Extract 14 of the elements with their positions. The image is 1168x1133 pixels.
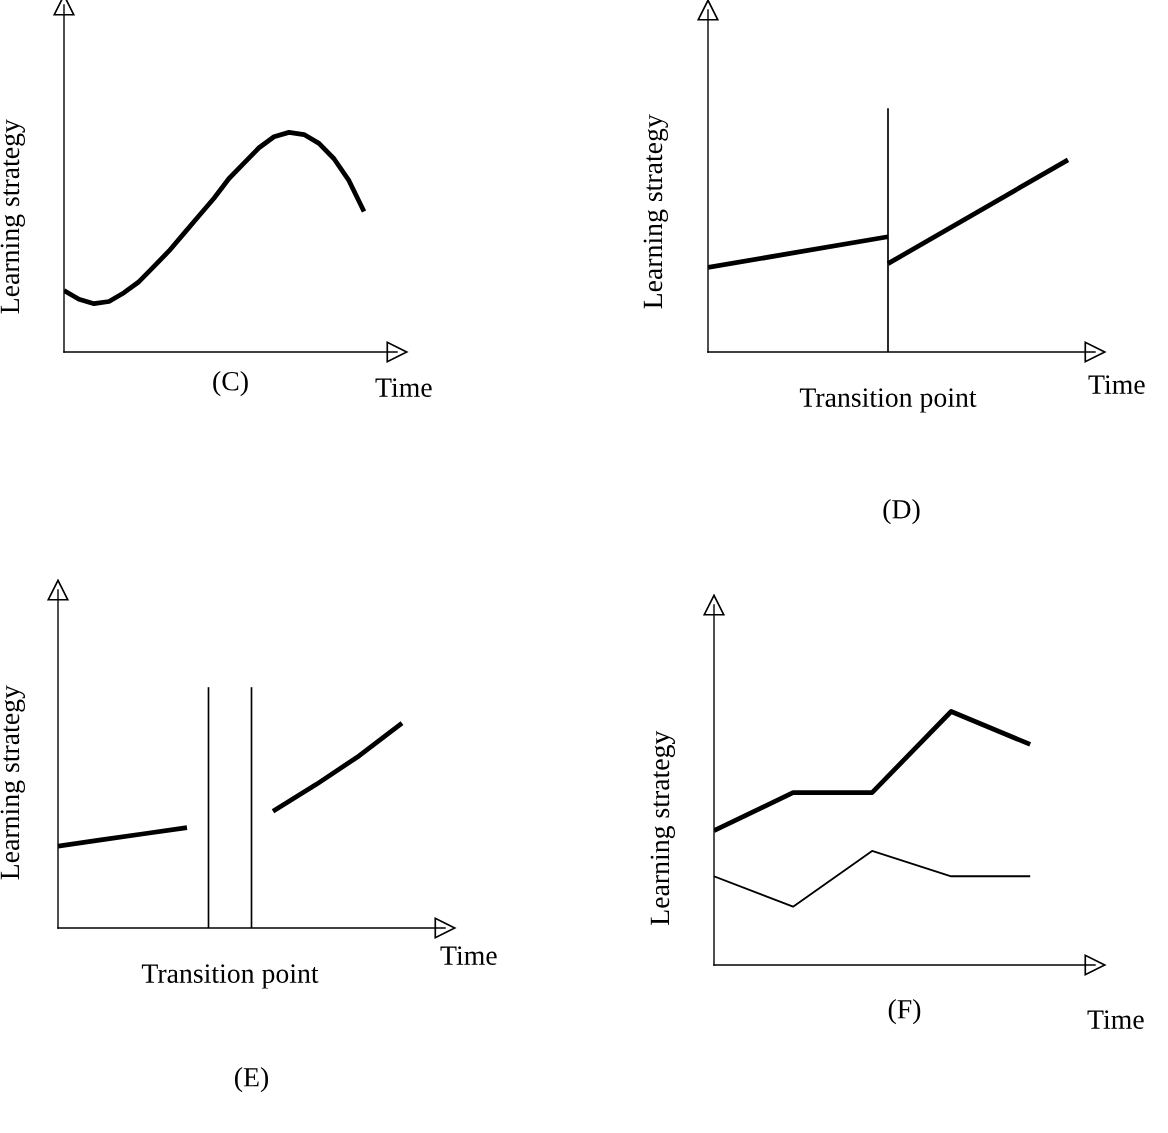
text: Transition point	[141, 964, 319, 989]
x-axis-title: Time	[1088, 375, 1145, 394]
x-axis-title: Time	[375, 378, 432, 397]
x-axis-title: Time	[1087, 1010, 1144, 1029]
text: (F)	[888, 999, 921, 1025]
text: (D)	[883, 499, 920, 525]
y-axis-title: Learning strategy	[0, 685, 25, 880]
y-axis-title: Learning strategy	[643, 114, 668, 309]
y-axis-title: Learning strategy	[650, 730, 675, 925]
text: Transition point	[799, 388, 977, 413]
y-axis-title: Learning strategy	[0, 119, 25, 314]
text: (C)	[213, 371, 248, 397]
x-axis-title: Time	[440, 946, 497, 965]
text: (E)	[234, 1067, 269, 1093]
